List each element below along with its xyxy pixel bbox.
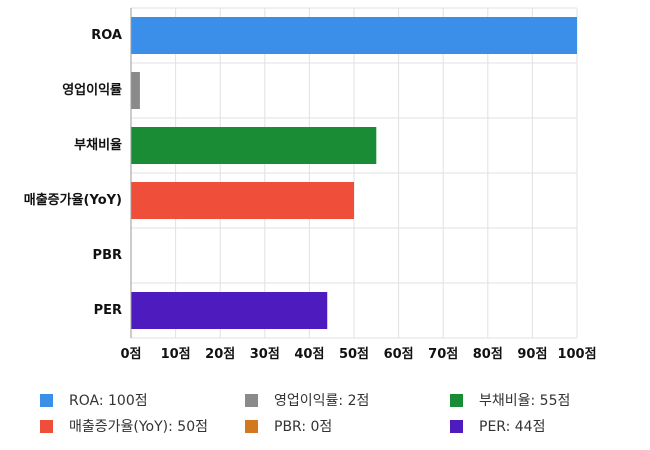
- legend-item-3[interactable]: 매출증가율(YoY): 50점: [40, 416, 208, 436]
- x-tick-label-5: 50점: [339, 347, 369, 362]
- bar-1: [131, 72, 140, 109]
- bars: [131, 17, 577, 329]
- x-tick-label-7: 70점: [428, 347, 458, 362]
- x-tick-label-3: 30점: [250, 347, 280, 362]
- legend-label-2: 부채비율: 55점: [479, 393, 571, 409]
- x-tick-label-0: 0점: [120, 347, 141, 362]
- category-label-2: 부채비율: [74, 137, 122, 153]
- category-label-1: 영업이익률: [62, 82, 122, 98]
- x-tick-label-1: 10점: [161, 347, 191, 362]
- legend-swatch-1: [245, 393, 258, 407]
- legend-label-1: 영업이익률: 2점: [274, 393, 370, 409]
- legend-swatch-5: [450, 419, 463, 433]
- category-label-5: PER: [94, 303, 122, 318]
- legend-swatch-0: [40, 393, 53, 407]
- legend-item-2[interactable]: 부채비율: 55점: [450, 390, 570, 410]
- legend-label-0: ROA: 100점: [69, 393, 148, 409]
- x-tick-label-9: 90점: [517, 347, 547, 362]
- legend-swatch-3: [40, 419, 53, 433]
- legend-swatch-4: [245, 419, 258, 433]
- legend-swatch-2: [450, 393, 463, 407]
- x-tick-label-2: 20점: [205, 347, 235, 362]
- x-tick-label-10: 100점: [557, 347, 596, 362]
- x-tick-label-6: 60점: [384, 347, 414, 362]
- legend-item-4[interactable]: PBR: 0점: [245, 416, 332, 436]
- x-tick-label-8: 80점: [473, 347, 503, 362]
- legend-item-1[interactable]: 영업이익률: 2점: [245, 390, 369, 410]
- category-label-0: ROA: [91, 28, 122, 43]
- bar-5: [131, 292, 328, 329]
- category-label-4: PBR: [93, 248, 122, 263]
- x-tick-labels: 0점 10점 20점 30점 40점 50점 60점 70점 80점 90점 100점: [120, 347, 596, 362]
- legend-label-4: PBR: 0점: [274, 419, 333, 435]
- grid: [130, 7, 578, 339]
- legend-item-5[interactable]: PER: 44점: [450, 416, 545, 436]
- legend-label-3: 매출증가율(YoY): 50점: [69, 419, 208, 435]
- legend-label-5: PER: 44점: [479, 419, 546, 435]
- bar-3: [131, 182, 354, 219]
- legend-item-0[interactable]: ROA: 100점: [40, 390, 148, 410]
- bar-0: [131, 17, 577, 54]
- bar-2: [131, 127, 377, 164]
- category-label-3: 매출증가율(YoY): [24, 192, 122, 208]
- x-tick-label-4: 40점: [294, 347, 324, 362]
